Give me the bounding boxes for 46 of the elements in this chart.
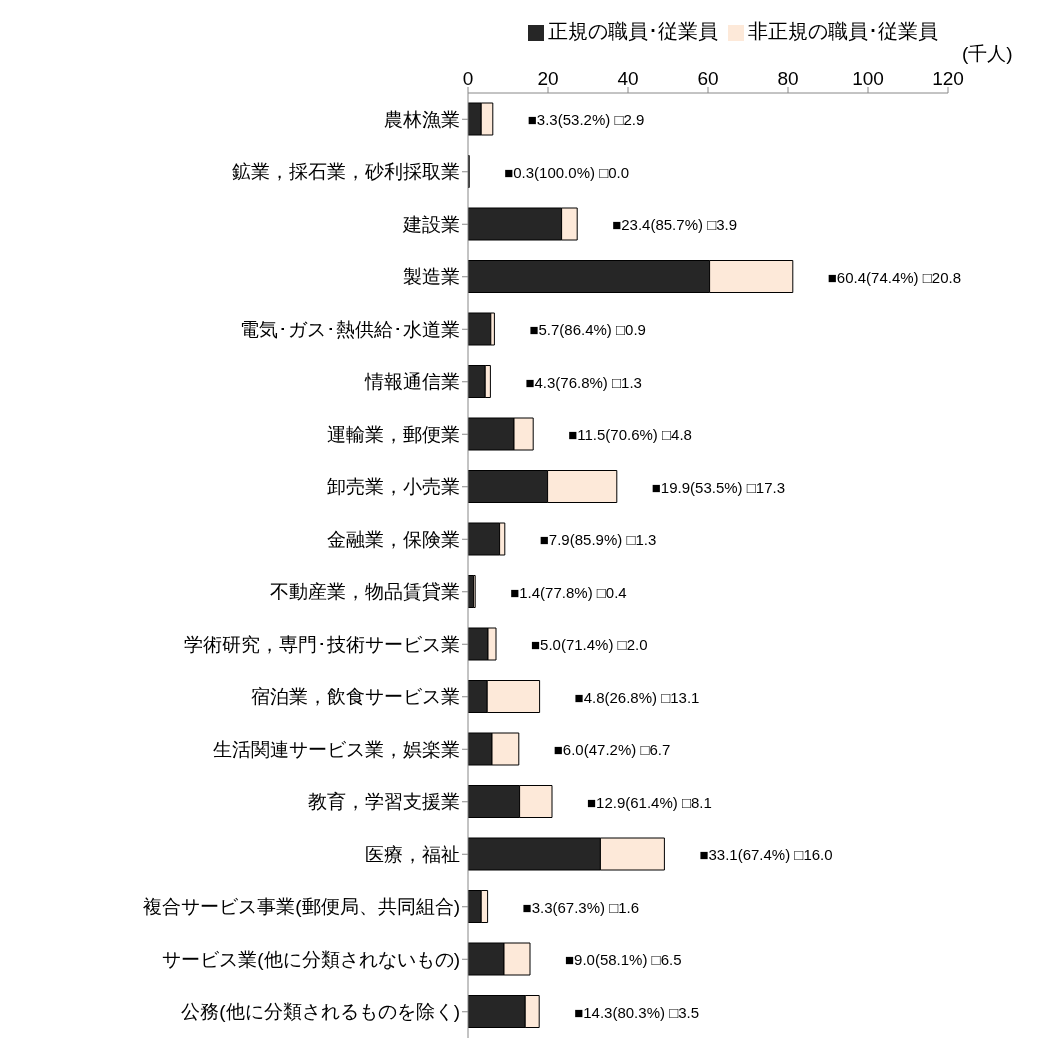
y-tick-label: 情報通信業 bbox=[364, 371, 460, 393]
data-label: ■9.0(58.1%) □6.5 bbox=[565, 951, 682, 968]
data-label: ■4.8(26.8%) □13.1 bbox=[574, 688, 700, 706]
data-label: ■19.9(53.5%) □17.3 bbox=[651, 478, 785, 496]
data-label: ■3.3(53.2%) □2.9 bbox=[527, 111, 645, 128]
data-label: ■12.9(61.4%) □8.1 bbox=[587, 793, 712, 811]
x-tick-label: 0 bbox=[462, 68, 474, 89]
x-tick-label: 20 bbox=[537, 68, 559, 89]
data-label: ■3.3(67.3%) □1.6 bbox=[522, 898, 640, 916]
y-tick-label: 電気･ガス･熱供給･水道業 bbox=[240, 318, 460, 340]
data-label: ■23.4(85.7%) □3.9 bbox=[612, 216, 738, 233]
data-label: ■11.5(70.6%) □4.8 bbox=[568, 426, 692, 443]
y-tick-label: 卸売業，小売業 bbox=[327, 476, 460, 498]
data-label: ■60.4(74.4%) □20.8 bbox=[827, 268, 961, 286]
y-tick-label: 学術研究，専門･技術サービス業 bbox=[184, 633, 460, 655]
data-label: ■33.1(67.4%) □16.0 bbox=[699, 846, 833, 863]
y-tick-label: 運輸業，郵便業 bbox=[327, 423, 460, 445]
x-tick-label: 60 bbox=[697, 68, 719, 89]
y-tick-label: 鉱業，採石業，砂利採取業 bbox=[232, 161, 460, 183]
y-tick-label: 金融業，保険業 bbox=[327, 528, 460, 550]
y-tick-label: 不動産業，物品賃貸業 bbox=[270, 581, 460, 603]
data-label: ■6.0(47.2%) □6.7 bbox=[553, 741, 671, 758]
data-label: ■7.9(85.9%) □1.3 bbox=[539, 531, 657, 548]
legend-label: 非正規の職員･従業員 bbox=[748, 20, 938, 42]
x-tick-label: 120 bbox=[932, 68, 964, 89]
x-tick-label: 80 bbox=[777, 68, 799, 89]
y-tick-label: 宿泊業，飲食サービス業 bbox=[251, 686, 460, 708]
y-tick-label: 公務(他に分類されるものを除く) bbox=[181, 1001, 460, 1023]
y-tick-label: 製造業 bbox=[403, 266, 460, 288]
y-tick-label: 農林漁業 bbox=[384, 109, 460, 130]
data-label: ■1.4(77.8%) □0.4 bbox=[510, 583, 627, 601]
x-axis-title: (千人) bbox=[962, 42, 1013, 64]
data-label: ■5.7(86.4%) □0.9 bbox=[529, 321, 646, 338]
legend-label: 正規の職員･従業員 bbox=[548, 20, 718, 42]
data-label: ■4.3(76.8%) □1.3 bbox=[525, 373, 642, 391]
data-label: ■14.3(80.3%) □3.5 bbox=[574, 1003, 700, 1021]
y-tick-label: 複合サービス事業(郵便局、共同組合) bbox=[143, 896, 460, 918]
data-label: ■5.0(71.4%) □2.0 bbox=[531, 636, 648, 653]
y-tick-label: 教育，学習支援業 bbox=[308, 791, 460, 813]
y-tick-label: 生活関連サービス業，娯楽業 bbox=[213, 738, 460, 760]
data-label: ■0.3(100.0%) □0.0 bbox=[504, 163, 630, 181]
y-tick-label: 建設業 bbox=[402, 213, 460, 235]
x-tick-label: 40 bbox=[617, 68, 639, 89]
y-tick-label: サービス業(他に分類されないもの) bbox=[162, 948, 460, 970]
x-tick-label: 100 bbox=[852, 68, 884, 89]
y-tick-label: 医療，福祉 bbox=[365, 843, 460, 865]
